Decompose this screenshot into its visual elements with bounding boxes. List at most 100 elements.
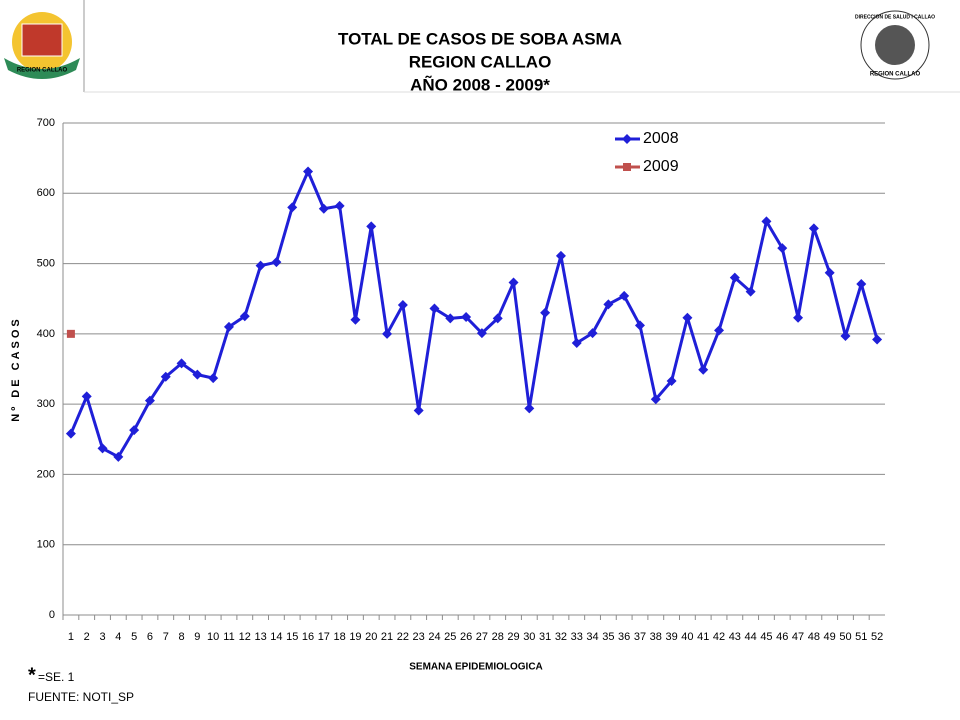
point [650, 394, 661, 405]
point [160, 371, 171, 382]
logo-ribbon [4, 58, 80, 79]
x-tick-label: 39 [665, 631, 677, 643]
logo-text: REGION CALLAO [17, 68, 68, 74]
point [698, 364, 709, 375]
x-tick-label: 47 [792, 631, 804, 643]
x-tick-label: 26 [460, 631, 472, 643]
point [129, 425, 140, 436]
point [555, 250, 566, 261]
logo-center [875, 25, 915, 65]
point [729, 272, 740, 283]
logo-left: REGION CALLAO [4, 12, 80, 79]
x-tick-label: 14 [270, 631, 282, 643]
x-tick-label: 27 [476, 631, 488, 643]
point [619, 290, 630, 301]
point [682, 312, 693, 323]
x-tick-label: 16 [302, 631, 314, 643]
point [97, 443, 108, 454]
legend-label: 2008 [643, 130, 679, 147]
point [334, 200, 345, 211]
x-tick-label: 10 [207, 631, 219, 643]
point [208, 373, 219, 384]
x-axis-label: SEMANA EPIDEMIOLOGICA [409, 662, 543, 673]
footnote-mark: * [28, 664, 36, 686]
x-tick-label: 46 [776, 631, 788, 643]
x-tick-label: 3 [99, 631, 105, 643]
x-tick-label: 6 [147, 631, 153, 643]
x-tick-label: 43 [729, 631, 741, 643]
point [508, 277, 519, 288]
y-axis-label: Nº DE CASOS [10, 316, 22, 421]
x-tick-label: 5 [131, 631, 137, 643]
point [603, 299, 614, 310]
x-tick-label: 44 [745, 631, 757, 643]
x-tick-label: 35 [602, 631, 614, 643]
point [634, 320, 645, 331]
point [144, 395, 155, 406]
x-tick-label: 49 [824, 631, 836, 643]
point [540, 307, 551, 318]
x-tick-label: 20 [365, 631, 377, 643]
x-tick-label: 52 [871, 631, 883, 643]
x-tick-label: 11 [223, 631, 234, 643]
x-tick-label: 36 [618, 631, 630, 643]
series-line [69, 169, 879, 459]
x-tick-label: 21 [381, 631, 393, 643]
point [66, 329, 75, 338]
point [793, 312, 804, 323]
point [429, 303, 440, 314]
x-tick-label: 45 [760, 631, 772, 643]
legend-marker [623, 163, 631, 171]
x-tick-label: 38 [650, 631, 662, 643]
x-tick-label: 1 [68, 631, 74, 643]
point [223, 321, 234, 332]
point [366, 221, 377, 232]
x-tick-label: 40 [681, 631, 693, 643]
point [350, 314, 361, 325]
point [524, 403, 535, 414]
x-tick-label: 13 [254, 631, 266, 643]
y-tick-label: 700 [37, 117, 55, 129]
point [113, 451, 124, 462]
point [476, 328, 487, 339]
point [587, 328, 598, 339]
point [255, 260, 266, 271]
y-tick-label: 400 [37, 328, 55, 340]
logo-right: DIRECCION DE SALUD I CALLAO REGION CALLA… [855, 10, 935, 80]
logo-text: DIRECCION DE SALUD I CALLAO [855, 14, 935, 20]
point [303, 166, 314, 177]
x-tick-label: 15 [286, 631, 298, 643]
point [840, 330, 851, 341]
x-tick-label: 22 [397, 631, 409, 643]
x-tick-label: 33 [571, 631, 583, 643]
point [318, 203, 329, 214]
x-tick-label: 24 [428, 631, 440, 643]
x-tick-label: 4 [115, 631, 121, 643]
point [856, 278, 867, 289]
point [714, 325, 725, 336]
chart-title: AÑO 2008 - 2009* [410, 74, 550, 94]
y-tick-label: 100 [37, 539, 55, 551]
point [571, 337, 582, 348]
point [397, 300, 408, 311]
x-tick-label: 48 [808, 631, 820, 643]
x-tick-label: 41 [697, 631, 709, 643]
point [461, 311, 472, 322]
x-tick-label: 28 [492, 631, 504, 643]
footnote: =SE. 1 [38, 670, 75, 684]
chart-title: TOTAL DE CASOS DE SOBA ASMA [338, 29, 622, 48]
legend-label: 2009 [643, 158, 679, 175]
point [176, 358, 187, 369]
point [413, 405, 424, 416]
point [872, 334, 883, 345]
point [745, 286, 756, 297]
x-tick-label: 9 [194, 631, 200, 643]
y-tick-label: 200 [37, 468, 55, 480]
point [445, 313, 456, 324]
x-tick-label: 34 [586, 631, 598, 643]
x-tick-label: 42 [713, 631, 725, 643]
x-tick-label: 8 [178, 631, 184, 643]
point [382, 328, 393, 339]
